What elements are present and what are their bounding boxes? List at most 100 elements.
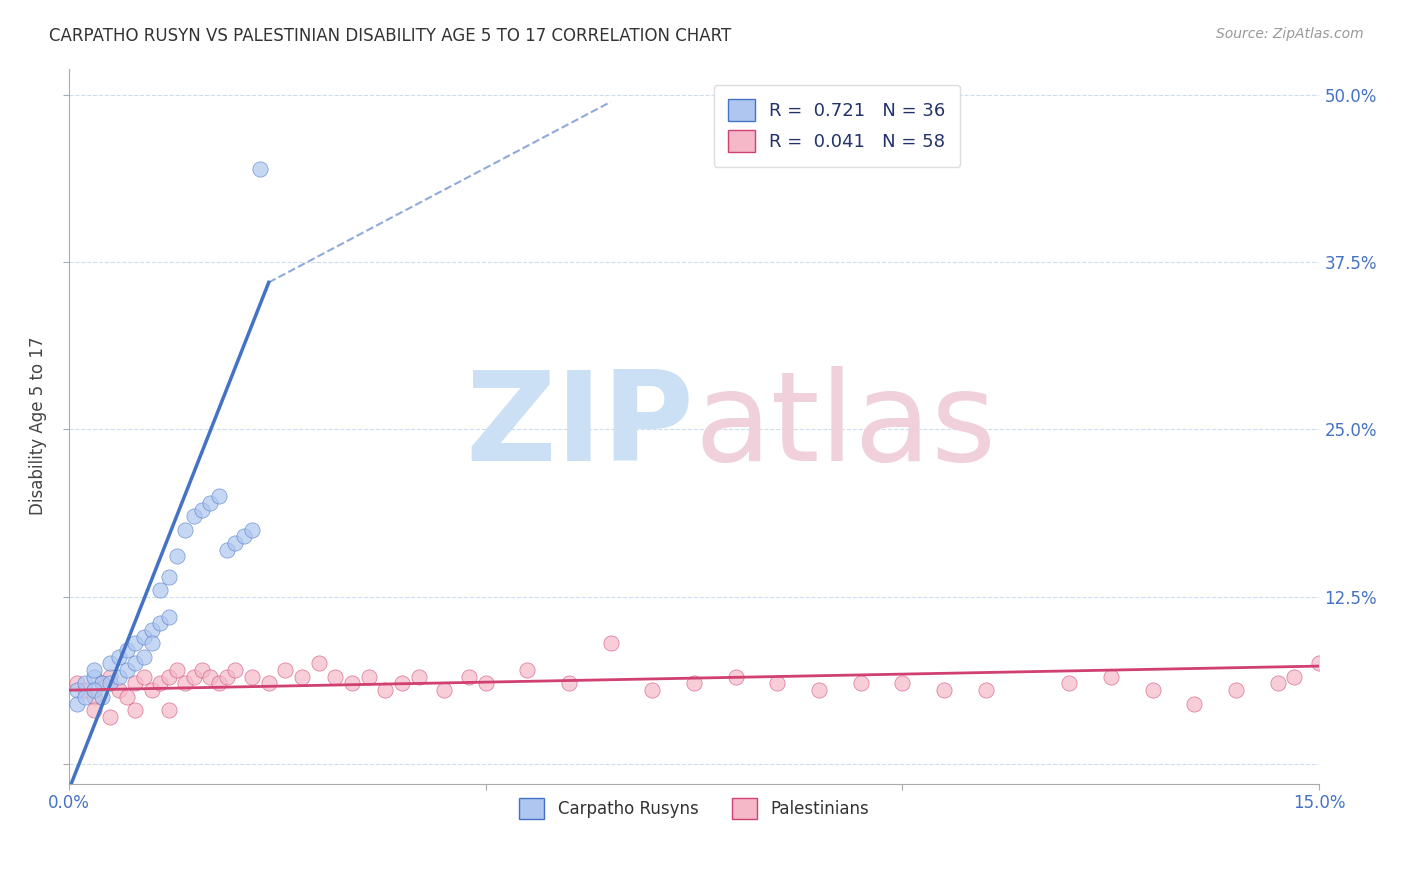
Point [157,670,180,684]
Point [149,582,172,597]
Point [408,670,430,684]
Point [1099,670,1122,684]
Point [215,670,238,684]
Point [599,636,621,650]
Point [934,683,956,698]
Point [683,676,706,690]
Point [1284,670,1306,684]
Point [1225,683,1247,698]
Point [240,670,263,684]
Point [66,697,89,711]
Point [1308,657,1330,671]
Text: atlas: atlas [695,366,995,487]
Point [308,657,330,671]
Point [183,670,205,684]
Point [98,676,121,690]
Point [124,636,146,650]
Point [641,683,664,698]
Point [98,710,121,724]
Point [274,663,297,677]
Point [83,683,105,698]
Point [224,536,246,550]
Point [257,676,280,690]
Point [107,683,129,698]
Point [1059,676,1081,690]
Point [91,676,114,690]
Point [124,676,146,690]
Point [1182,697,1205,711]
Text: Source: ZipAtlas.com: Source: ZipAtlas.com [1216,27,1364,41]
Point [808,683,831,698]
Point [174,523,197,537]
Point [208,489,231,503]
Point [558,676,581,690]
Point [249,161,271,176]
Point [215,542,238,557]
Point [166,663,188,677]
Point [107,649,129,664]
Point [83,703,105,717]
Point [1142,683,1164,698]
Point [191,502,214,516]
Point [474,676,496,690]
Point [98,657,121,671]
Point [141,623,163,637]
Point [974,683,997,698]
Point [124,657,146,671]
Point [232,529,254,543]
Point [141,683,163,698]
Point [115,663,138,677]
Point [75,676,97,690]
Point [340,676,363,690]
Point [357,670,380,684]
Point [391,676,413,690]
Point [83,690,105,704]
Point [208,676,231,690]
Point [141,636,163,650]
Point [91,690,114,704]
Point [157,703,180,717]
Point [157,569,180,583]
Point [1267,676,1289,690]
Point [457,670,479,684]
Text: CARPATHO RUSYN VS PALESTINIAN DISABILITY AGE 5 TO 17 CORRELATION CHART: CARPATHO RUSYN VS PALESTINIAN DISABILITY… [49,27,731,45]
Point [174,676,197,690]
Point [107,670,129,684]
Point [200,670,222,684]
Point [83,670,105,684]
Point [75,690,97,704]
Point [374,683,396,698]
Point [132,630,155,644]
Point [433,683,456,698]
Point [98,670,121,684]
Point [66,683,89,698]
Point [149,676,172,690]
Point [724,670,747,684]
Point [224,663,246,677]
Point [157,609,180,624]
Point [191,663,214,677]
Point [149,616,172,631]
Point [115,643,138,657]
Y-axis label: Disability Age 5 to 17: Disability Age 5 to 17 [30,337,46,516]
Point [183,509,205,524]
Point [132,649,155,664]
Point [849,676,872,690]
Point [325,670,347,684]
Point [891,676,914,690]
Point [291,670,314,684]
Legend: Carpatho Rusyns, Palestinians: Carpatho Rusyns, Palestinians [513,792,876,825]
Point [66,676,89,690]
Point [166,549,188,564]
Point [516,663,538,677]
Point [200,496,222,510]
Point [766,676,789,690]
Point [240,523,263,537]
Point [75,683,97,698]
Point [91,676,114,690]
Point [124,703,146,717]
Point [115,690,138,704]
Point [132,670,155,684]
Point [83,663,105,677]
Text: ZIP: ZIP [465,366,695,487]
